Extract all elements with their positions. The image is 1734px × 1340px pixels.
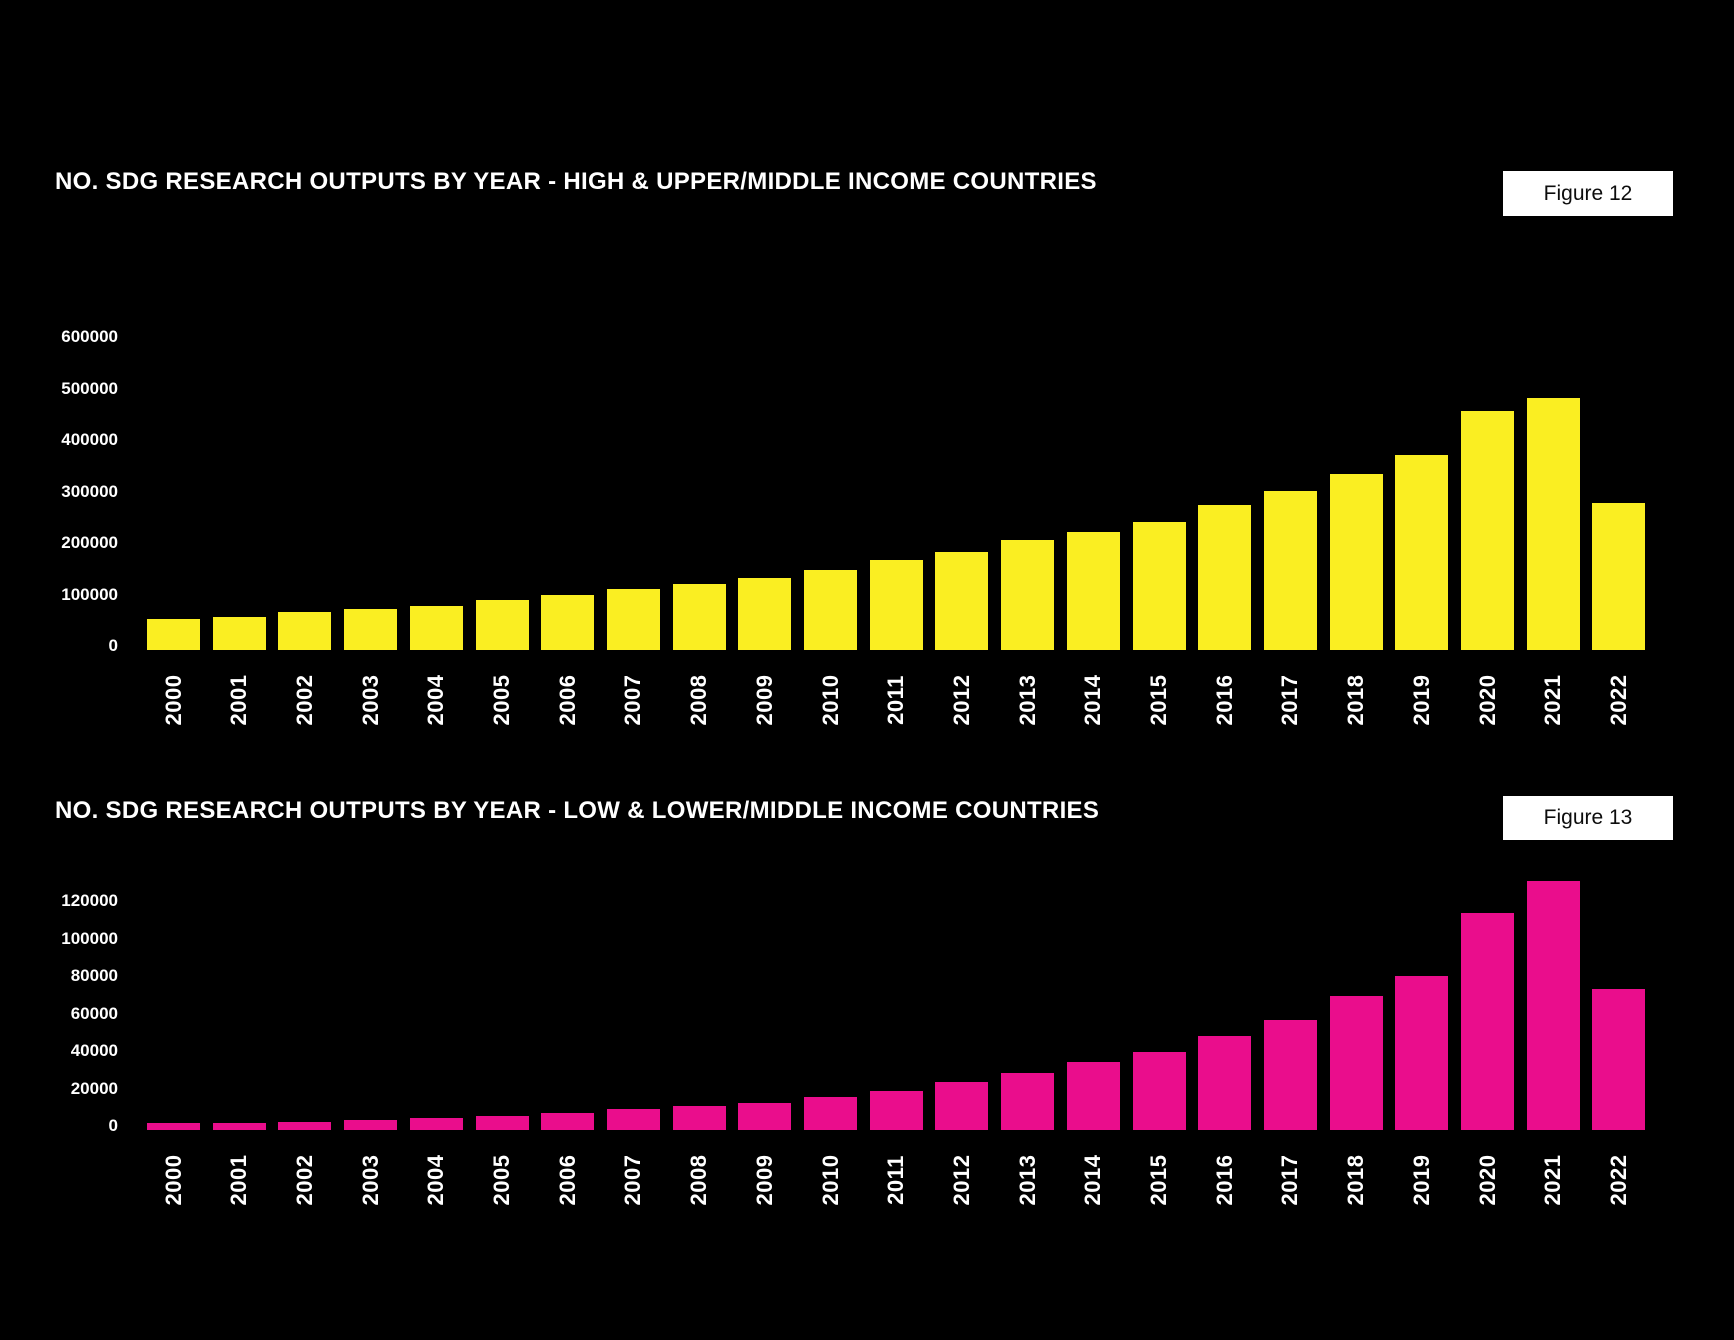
y-axis-tick-label: 60000 [70,1003,118,1023]
y-axis-tick-label: 100000 [61,928,118,948]
y-axis-tick-label: 300000 [61,481,118,501]
bar-2015 [1132,521,1186,650]
y-axis-tick-label: 400000 [61,430,118,449]
x-axis-year-label: 2001 [226,1154,252,1206]
bar-2014 [1066,1061,1120,1130]
y-axis-tick-label: 0 [108,636,118,655]
y-axis-tick-label: 20000 [70,1078,118,1098]
chart-title: NO. SDG RESEARCH OUTPUTS BY YEAR - LOW &… [55,797,1100,824]
bar-2022 [1592,503,1646,650]
bar-2005 [475,599,529,650]
bar-2007 [606,589,660,650]
bar-2018 [1329,473,1383,650]
bar-2021 [1526,880,1580,1130]
x-axis-year-label: 2004 [423,1154,449,1206]
x-axis-year-label: 2010 [817,1154,843,1206]
bar-2011 [869,1091,923,1130]
bar-2017 [1263,491,1317,650]
bar-2009 [738,1102,792,1130]
x-axis-year-label: 2014 [1080,1154,1106,1206]
y-axis-tick-label: 0 [108,1116,118,1135]
x-axis-year-label: 2019 [1408,1154,1434,1206]
x-axis-year-label: 2020 [1474,1154,1500,1206]
bar-2003 [344,608,398,650]
bar-2012 [935,552,989,650]
y-axis-tick-label: 200000 [61,533,118,552]
x-axis-year-label: 2017 [1277,1154,1303,1206]
x-axis-year-label: 2015 [1146,1154,1171,1206]
bar-2000 [147,618,200,650]
y-axis-tick-label: 600000 [61,327,118,346]
bar-2007 [606,1109,660,1130]
bar-2018 [1329,996,1383,1130]
bar-2000 [147,1123,200,1130]
bar-2003 [344,1120,398,1130]
bar-2006 [541,594,595,650]
x-axis-year-label: 2002 [291,1154,317,1206]
bar-2015 [1132,1052,1186,1130]
bar-2002 [278,611,332,650]
bar-2014 [1066,531,1120,650]
y-axis-tick-label: 500000 [61,378,118,398]
bar-2008 [672,1106,726,1130]
bar-2019 [1395,454,1449,650]
bar-2004 [409,606,463,650]
x-axis-year-label: 2009 [751,1154,777,1206]
x-axis-year-label: 2013 [1014,1154,1040,1206]
figure-badge: Figure 13 [1503,796,1673,840]
bar-2020 [1461,912,1514,1130]
bar-2006 [541,1112,595,1130]
bar-2017 [1263,1019,1317,1130]
bar-2004 [409,1118,463,1130]
x-axis-year-label: 2000 [160,1154,186,1206]
bar-2013 [1001,1072,1055,1130]
bar-2010 [804,569,857,650]
y-axis-tick-label: 40000 [70,1041,118,1060]
bar-2022 [1592,989,1646,1130]
bar-2002 [278,1121,332,1130]
x-axis-year-label: 2011 [883,1155,909,1205]
y-axis-tick-label: 120000 [61,891,118,910]
y-axis-tick-label: 100000 [61,584,118,604]
bar-2001 [212,617,266,650]
x-axis-year-label: 2007 [620,1154,646,1206]
x-axis-year-label: 2006 [554,1154,580,1206]
bar-2012 [935,1082,989,1130]
bar-2011 [869,559,923,650]
bar-2021 [1526,397,1580,650]
bar-2016 [1198,1036,1252,1130]
bar-2016 [1198,505,1252,650]
x-axis-year-label: 2018 [1343,1154,1369,1206]
bar-2013 [1001,539,1055,650]
bar-2010 [804,1097,857,1130]
bar-2020 [1461,411,1514,650]
x-axis-year-label: 2003 [357,1154,383,1206]
x-axis-year-label: 2021 [1540,1154,1566,1206]
x-axis-year-label: 2012 [948,1154,974,1206]
figure-badge: Figure 12 [1503,171,1673,216]
bar-2009 [738,578,792,650]
x-axis-year-label: 2008 [686,1154,712,1206]
bar-2008 [672,583,726,650]
y-axis-tick-label: 80000 [70,966,118,985]
bar-2019 [1395,976,1449,1130]
bar-2001 [212,1122,266,1130]
bar-2005 [475,1115,529,1130]
x-axis-year-label: 2022 [1605,1154,1631,1206]
x-axis-year-label: 2016 [1211,1154,1237,1206]
chart-title: NO. SDG RESEARCH OUTPUTS BY YEAR - HIGH … [55,168,1097,195]
x-axis-year-label: 2005 [489,1154,514,1206]
